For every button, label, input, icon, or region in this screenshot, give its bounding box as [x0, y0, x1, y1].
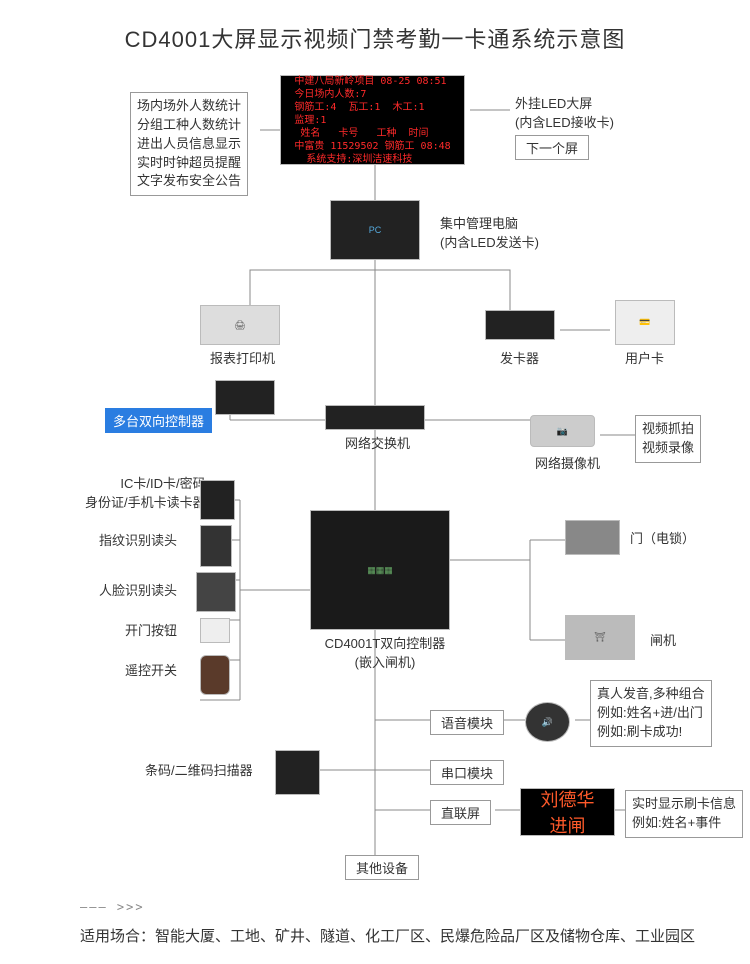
- user-cards-device: 💳: [615, 300, 675, 345]
- network-switch-device: [325, 405, 425, 430]
- led-label-title: 外挂LED大屏: [515, 96, 592, 111]
- face-reader-device: [196, 572, 236, 612]
- next-screen-box: 下一个屏: [515, 135, 589, 160]
- barcode-label: 条码/二维码扫描器: [145, 762, 253, 781]
- finger-reader-device: [200, 525, 232, 567]
- management-pc: PC: [330, 200, 420, 260]
- ip-camera-note-box: 视频抓拍 视频录像: [635, 415, 701, 463]
- multi-controller-tag: 多台双向控制器: [105, 408, 212, 433]
- speaker-device: 🔊: [525, 702, 570, 742]
- serial-module-box: 串口模块: [430, 760, 504, 785]
- user-card-label: 用户卡: [625, 350, 664, 369]
- diagram-canvas: CD4001大屏显示视频门禁考勤一卡通系统示意图: [0, 0, 750, 964]
- page-title: CD4001大屏显示视频门禁考勤一卡通系统示意图: [0, 22, 750, 54]
- ip-camera-device: 📷: [530, 415, 595, 447]
- direct-screen-box: 直联屏: [430, 800, 491, 825]
- controller-label: CD4001T双向控制器 (嵌入闸机): [310, 635, 460, 673]
- direct-led-line2: 进闸: [550, 812, 586, 838]
- network-switch-label: 网络交换机: [345, 435, 410, 454]
- remote-switch-device: [200, 655, 230, 695]
- barcode-device: [275, 750, 320, 795]
- open-button-label: 开门按钮: [125, 622, 177, 641]
- direct-screen-note-box: 实时显示刷卡信息 例如:姓名+事件: [625, 790, 743, 838]
- main-controller-device: ▦▦▦: [310, 510, 450, 630]
- card-issuer-label: 发卡器: [500, 350, 539, 369]
- card-reader-device: [200, 480, 235, 520]
- voice-note-box: 真人发音,多种组合 例如:姓名+进/出门 例如:刷卡成功!: [590, 680, 712, 747]
- direct-led-line1: 刘德华: [541, 786, 595, 812]
- remote-switch-label: 遥控开关: [125, 662, 177, 681]
- finger-reader-label: 指纹识别读头: [99, 532, 177, 551]
- controller-label-title: CD4001T双向控制器: [325, 636, 446, 651]
- controller-label-sub: (嵌入闸机): [355, 655, 416, 670]
- other-devices-box: 其他设备: [345, 855, 419, 880]
- open-button-device: [200, 618, 230, 643]
- ip-camera-label: 网络摄像机: [535, 455, 600, 474]
- footer-text: 适用场合：智能大厦、工地、矿井、隧道、化工厂区、民爆危险品厂区及储物仓库、工业园…: [80, 925, 695, 946]
- face-reader-label: 人脸识别读头: [99, 582, 177, 601]
- gate-machine-device: ⛩: [565, 615, 635, 660]
- printer-device: 🖨: [200, 305, 280, 345]
- multi-controller-device: [215, 380, 275, 415]
- card-reader-label: IC卡/ID卡/密码 身份证/手机卡读卡器: [85, 475, 206, 513]
- card-issuer-device: [485, 310, 555, 340]
- gate-machine-label: 闸机: [650, 632, 676, 651]
- led-label: 外挂LED大屏 (内含LED接收卡): [515, 95, 614, 133]
- arrow-decor: ——— >>>: [80, 900, 145, 914]
- pc-label-sub: (内含LED发送卡): [440, 235, 539, 250]
- door-lock-label: 门（电锁）: [630, 530, 695, 549]
- led-label-sub: (内含LED接收卡): [515, 115, 614, 130]
- pc-label-title: 集中管理电脑: [440, 216, 518, 231]
- printer-label: 报表打印机: [210, 350, 275, 369]
- led-feature-box: 场内场外人数统计 分组工种人数统计 进出人员信息显示 实时时钟超员提醒 文字发布…: [130, 92, 248, 196]
- pc-label: 集中管理电脑 (内含LED发送卡): [440, 215, 539, 253]
- voice-module-box: 语音模块: [430, 710, 504, 735]
- door-lock-device: [565, 520, 620, 555]
- led-display-main: 中建八局新岭项目 08-25 08:51 今日场内人数:7 钢筋工:4 瓦工:1…: [280, 75, 465, 165]
- direct-led-device: 刘德华 进闸: [520, 788, 615, 836]
